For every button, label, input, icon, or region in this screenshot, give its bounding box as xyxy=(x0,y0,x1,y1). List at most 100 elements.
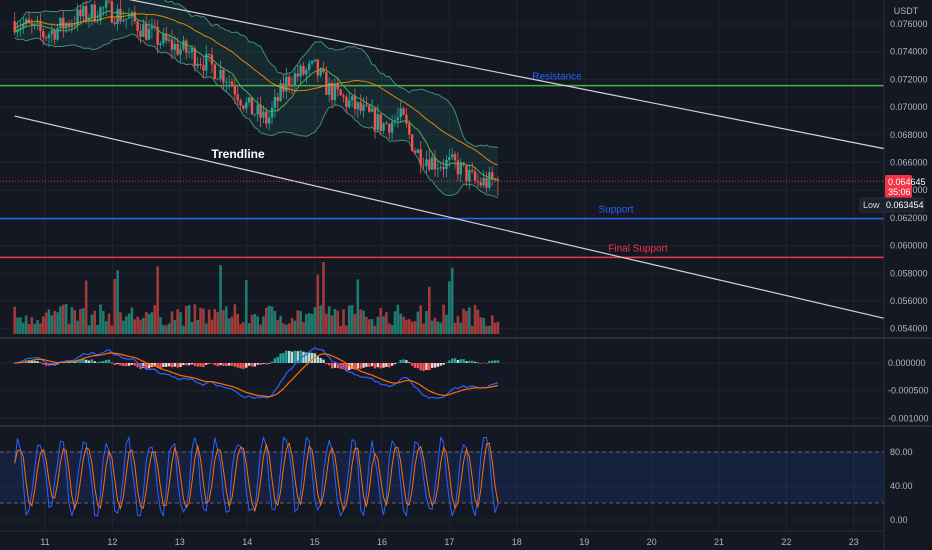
volume-bar xyxy=(119,312,122,334)
candle-body xyxy=(365,104,368,106)
macd-histogram-bar xyxy=(42,363,45,365)
candle-body xyxy=(399,108,402,118)
candle xyxy=(242,104,245,112)
candle xyxy=(388,123,391,139)
volume-bar xyxy=(213,309,217,334)
macd-histogram-bar xyxy=(136,363,139,368)
macd-histogram-bar xyxy=(76,359,79,363)
macd-line xyxy=(14,347,499,399)
macd-histogram-bar xyxy=(345,363,348,371)
volume-bar xyxy=(196,319,199,334)
candle-body xyxy=(479,182,482,186)
candle-body xyxy=(76,9,79,26)
candle xyxy=(313,59,317,63)
trendlines[interactable] xyxy=(14,0,885,319)
macd-tick-label: -0.001000 xyxy=(888,413,929,423)
macd-histogram-bar xyxy=(130,363,134,365)
macd-histogram-bar xyxy=(428,363,431,371)
macd-histogram-bar xyxy=(210,363,214,364)
volume-bar xyxy=(416,311,420,334)
volume-bar xyxy=(267,305,271,334)
volume-bar xyxy=(179,312,182,334)
candle xyxy=(265,107,268,129)
volume-bar xyxy=(433,317,437,334)
volume-bar xyxy=(399,313,403,334)
ma-orange xyxy=(14,13,499,166)
candle xyxy=(44,35,48,42)
candle-body xyxy=(159,43,162,45)
volume-bar xyxy=(445,314,448,334)
candle-body xyxy=(273,97,277,108)
volume-bar xyxy=(488,325,491,334)
candle xyxy=(350,95,354,108)
volume-bar xyxy=(425,310,428,334)
volume-bar xyxy=(222,310,225,334)
trendline[interactable] xyxy=(14,115,885,319)
time-tick-label: 12 xyxy=(107,537,117,547)
volume-bar xyxy=(359,309,362,334)
volume-bar xyxy=(436,321,440,334)
macd-panel[interactable] xyxy=(13,347,500,399)
macd-histogram-bar xyxy=(388,363,391,368)
bollinger-bands xyxy=(14,0,499,199)
level-label: Final Support xyxy=(608,243,668,254)
time-tick-label: 22 xyxy=(781,537,791,547)
price-tick-label: 0.062000 xyxy=(890,213,928,223)
candle xyxy=(207,53,211,63)
stoch-d-line xyxy=(14,441,499,512)
trendline[interactable] xyxy=(15,0,885,150)
candle xyxy=(410,133,414,152)
macd-histogram-bar xyxy=(465,361,468,363)
volume-bar xyxy=(276,319,280,334)
volume-bar xyxy=(39,323,42,334)
candle xyxy=(119,0,122,24)
volume-bar xyxy=(73,310,77,334)
macd-histogram-bar xyxy=(270,361,274,363)
volume-bar xyxy=(476,309,480,334)
volume-bar xyxy=(396,304,400,334)
macd-histogram-bar xyxy=(348,363,351,371)
candle xyxy=(162,28,165,47)
volume-bar xyxy=(350,305,354,334)
macd-histogram-bar xyxy=(410,363,414,366)
candle xyxy=(302,61,305,77)
candle-body xyxy=(47,34,51,39)
stoch-k-line xyxy=(14,435,499,518)
volume-bar xyxy=(67,323,71,334)
candle xyxy=(405,108,408,128)
volume-bar xyxy=(450,267,454,334)
candle xyxy=(202,57,205,79)
volume-bar xyxy=(365,316,368,334)
price-panel[interactable]: Resistance Support Final Support Trendline xyxy=(0,0,885,334)
candle xyxy=(439,162,442,172)
macd-histogram-bar xyxy=(445,362,448,364)
volume-bar xyxy=(59,306,62,334)
candle xyxy=(270,101,274,125)
price-tick-label: 0.056000 xyxy=(890,296,928,306)
candle xyxy=(36,15,39,30)
time-tick-label: 23 xyxy=(849,537,859,547)
current-price-badge: 0.064645 35:06 xyxy=(885,175,926,198)
candle-body xyxy=(147,28,151,40)
candle-body xyxy=(465,164,468,182)
time-axis[interactable]: 11 12 13 14 15 16 17 18 19 20 21 22 23 xyxy=(40,537,858,547)
volume-bar xyxy=(116,270,119,334)
stoch-rsi-panel[interactable] xyxy=(0,435,884,518)
candle xyxy=(13,12,16,36)
macd-histogram-bar xyxy=(247,363,251,366)
volume-bar xyxy=(13,306,16,334)
candle xyxy=(433,149,437,177)
candle xyxy=(379,113,382,136)
countdown-value: 35:06 xyxy=(888,187,911,197)
candle xyxy=(236,85,239,106)
candle-body xyxy=(207,53,211,55)
candle-body xyxy=(433,157,437,170)
volume-bar xyxy=(127,313,131,334)
candle-body xyxy=(150,26,154,29)
candle-body xyxy=(67,23,71,28)
volume-bar xyxy=(253,314,257,334)
volume-bar xyxy=(330,315,334,334)
volume-bar xyxy=(130,307,134,334)
candle-body xyxy=(259,104,262,118)
